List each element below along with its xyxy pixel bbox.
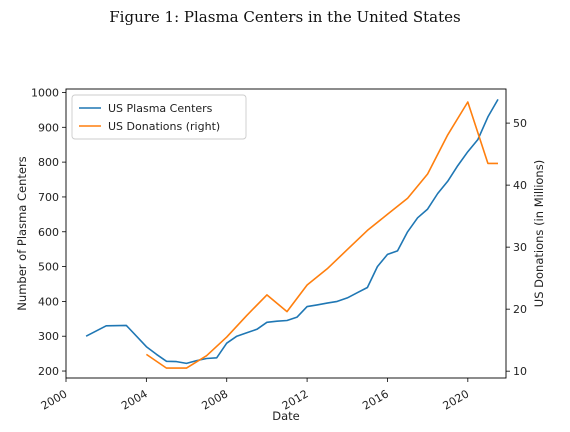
x-tick-label: 2008 xyxy=(199,387,230,412)
left-tick-label: 700 xyxy=(38,191,59,204)
legend-box xyxy=(71,94,247,140)
left-tick-label: 500 xyxy=(38,261,59,274)
x-tick-label: 2020 xyxy=(441,387,472,412)
left-tick-label: 900 xyxy=(38,121,59,134)
plot-frame xyxy=(65,88,507,379)
legend-label-donations: US Donations (right) xyxy=(108,120,220,133)
x-tick-label: 2000 xyxy=(39,387,70,412)
left-tick-label: 1000 xyxy=(31,86,59,99)
right-tick-label: 10 xyxy=(513,365,527,378)
x-axis-label: Date xyxy=(272,409,300,423)
right-axis-label: US Donations (in Millions) xyxy=(532,160,546,307)
left-axis-label: Number of Plasma Centers xyxy=(15,156,29,310)
left-tick-label: 800 xyxy=(38,156,59,169)
left-tick-label: 300 xyxy=(38,330,59,343)
x-tick-label: 2016 xyxy=(360,387,391,412)
figure-caption: Figure 1: Plasma Centers in the United S… xyxy=(109,8,461,26)
right-tick-label: 40 xyxy=(513,179,527,192)
right-tick-label: 30 xyxy=(513,241,527,254)
x-tick-label: 2004 xyxy=(119,387,150,412)
right-tick-label: 20 xyxy=(513,303,527,316)
right-tick-label: 50 xyxy=(513,117,527,130)
left-tick-label: 400 xyxy=(38,295,59,308)
series-line-donations xyxy=(145,101,498,369)
series-line-plasma-centers xyxy=(85,99,499,365)
left-tick-label: 600 xyxy=(38,226,59,239)
left-tick-label: 200 xyxy=(38,365,59,378)
legend-label-plasma-centers: US Plasma Centers xyxy=(108,102,213,115)
